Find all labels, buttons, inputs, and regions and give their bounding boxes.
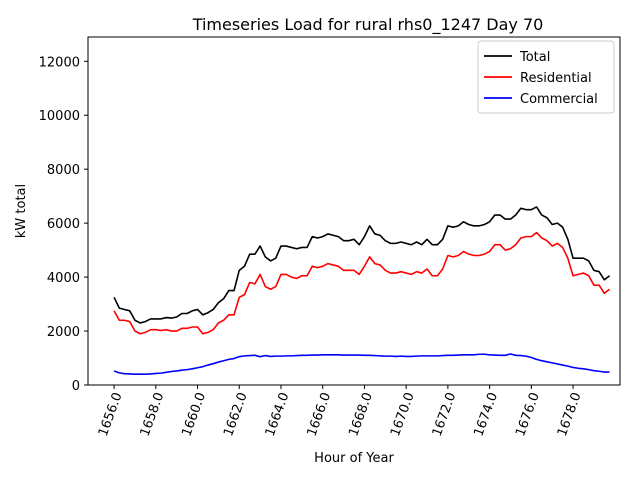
series-line-residential xyxy=(113,231,611,335)
x-tick-label: 1678.0 xyxy=(555,391,585,439)
x-tick-label: 1658.0 xyxy=(138,391,168,439)
x-tick-label: 1668.0 xyxy=(346,391,376,439)
x-tick-label: 1660.0 xyxy=(179,391,209,439)
series-group xyxy=(113,206,611,376)
x-tick-label: 1672.0 xyxy=(430,391,460,439)
y-tick-label: 8000 xyxy=(47,163,80,178)
y-tick-label: 0 xyxy=(72,379,80,394)
x-axis-title: Hour of Year xyxy=(314,451,394,466)
x-tick-label: 1670.0 xyxy=(388,391,418,439)
y-tick-label: 6000 xyxy=(47,217,80,232)
legend: Total Residential Commercial xyxy=(477,40,615,114)
y-axis-title: kW total xyxy=(14,184,29,238)
legend-label-total: Total xyxy=(519,50,550,65)
series-line-total xyxy=(113,206,611,324)
series-line-commercial xyxy=(113,353,610,376)
plot-frame xyxy=(87,36,621,386)
x-tick-label: 1662.0 xyxy=(221,391,251,439)
y-tick-label: 4000 xyxy=(47,271,80,286)
legend-label-commercial: Commercial xyxy=(520,92,598,107)
x-tick-label: 1656.0 xyxy=(96,391,126,439)
y-tick-label: 2000 xyxy=(47,325,80,340)
legend-label-residential: Residential xyxy=(520,71,592,86)
x-tick-label: 1676.0 xyxy=(513,391,543,439)
x-tick-label: 1674.0 xyxy=(471,391,501,439)
x-tick-label: 1664.0 xyxy=(263,391,293,439)
chart-title: Timeseries Load for rural rhs0_1247 Day … xyxy=(192,15,544,35)
y-tick-label: 10000 xyxy=(39,109,80,124)
x-tick-label: 1666.0 xyxy=(305,391,335,439)
y-tick-label: 12000 xyxy=(39,55,80,70)
legend-frame xyxy=(477,40,615,114)
